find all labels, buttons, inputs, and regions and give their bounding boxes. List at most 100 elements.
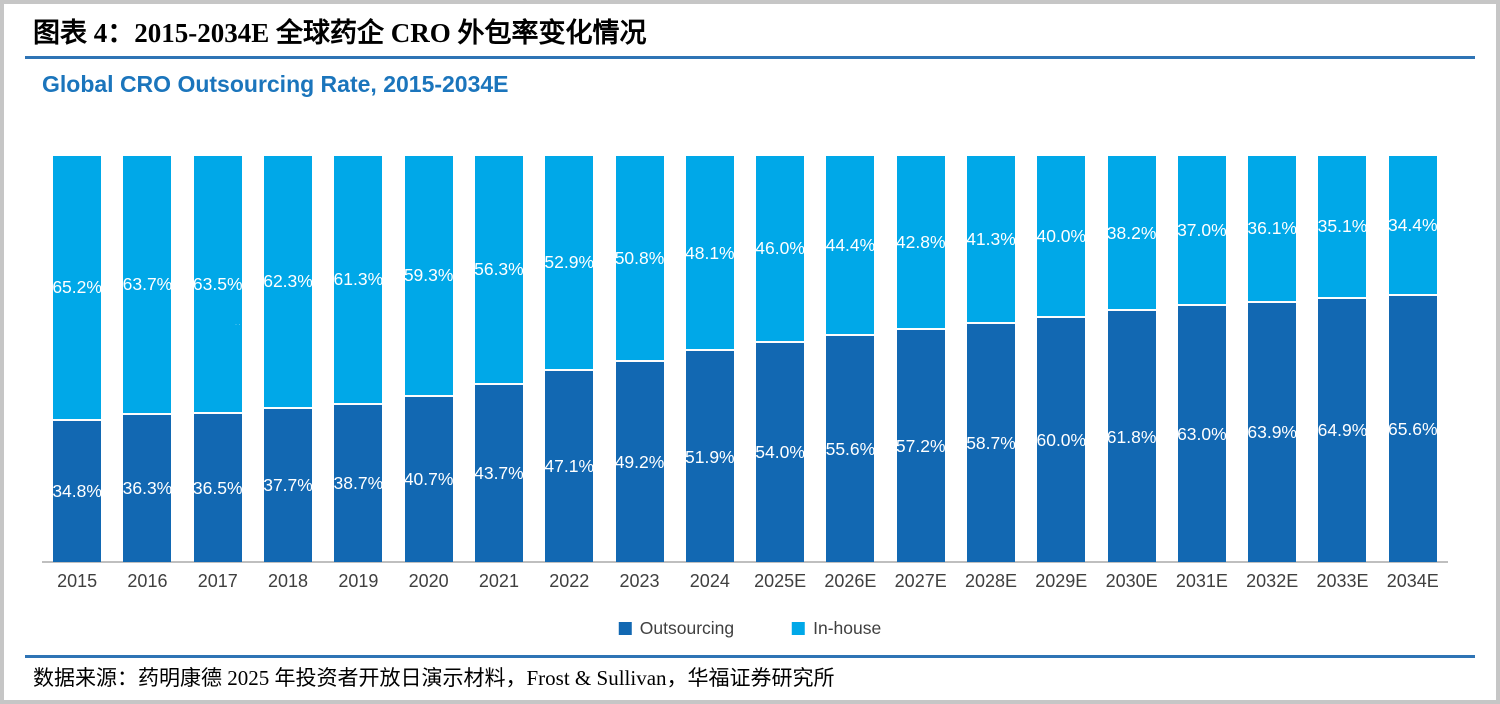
bar-slot: 37.0% 63.0% 2031E xyxy=(1167,156,1237,592)
stacked-bar: 38.2% 61.8% xyxy=(1106,156,1157,562)
legend-item-outsourcing: Outsourcing xyxy=(618,618,735,639)
watermark-artifact: ···· xyxy=(235,322,249,328)
outsourcing-value-label: 63.0% xyxy=(1177,424,1227,445)
bar-slot: 50.8% 49.2% 2023 xyxy=(604,156,674,592)
outsourcing-segment: 40.7% xyxy=(403,396,454,562)
in-house-value-label: 35.1% xyxy=(1317,216,1368,237)
in-house-segment: 46.0% xyxy=(755,156,805,343)
outsourcing-value-label: 61.8% xyxy=(1106,426,1157,447)
in-house-segment: 62.3% xyxy=(263,156,313,409)
stacked-bar: 59.3% 40.7% xyxy=(403,156,454,562)
outsourcing-value-label: 63.9% xyxy=(1247,422,1297,443)
bar-slot: 63.5% 36.5% 2017 xyxy=(183,156,253,592)
outsourcing-segment: 38.7% xyxy=(333,404,384,562)
bar-slot: 56.3% 43.7% 2021 xyxy=(464,156,534,592)
outsourcing-value-label: 37.7% xyxy=(263,475,313,496)
in-house-segment: 56.3% xyxy=(474,156,524,385)
in-house-value-label: 37.0% xyxy=(1177,220,1227,241)
x-axis-label: 2027E xyxy=(894,571,947,591)
outsourcing-value-label: 38.7% xyxy=(333,473,384,494)
chart-area: 65.2% 34.8% 2015 63.7% 36.3% 2016 63.5% 36.5% 20… xyxy=(42,156,1448,606)
outsourcing-value-label: 34.8% xyxy=(52,481,102,502)
legend-swatch-in-house-icon xyxy=(792,622,806,635)
outsourcing-value-label: 64.9% xyxy=(1317,420,1368,441)
in-house-value-label: 62.3% xyxy=(263,271,313,292)
stacked-bar: 56.3% 43.7% xyxy=(474,156,524,562)
x-axis-label: 2016 xyxy=(127,571,168,591)
legend-label-outsourcing: Outsourcing xyxy=(639,618,735,638)
in-house-segment: 37.0% xyxy=(1177,156,1227,307)
source-text: 数据来源：药明康德 2025 年投资者开放日演示材料，Frost & Sulli… xyxy=(33,666,835,690)
in-house-segment: 44.4% xyxy=(825,156,876,337)
in-house-value-label: 61.3% xyxy=(333,269,384,290)
outsourcing-segment: 54.0% xyxy=(755,342,805,562)
outsourcing-segment: 47.1% xyxy=(544,370,595,562)
outsourcing-value-label: 57.2% xyxy=(895,435,946,456)
bar-slot: 52.9% 47.1% 2022 xyxy=(534,156,604,592)
in-house-segment: 36.1% xyxy=(1247,156,1297,303)
in-house-segment: 40.0% xyxy=(1036,156,1086,319)
x-axis-label: 2023 xyxy=(619,571,660,591)
outsourcing-value-label: 36.3% xyxy=(122,478,173,499)
in-house-segment: 35.1% xyxy=(1317,156,1368,299)
outsourcing-value-label: 49.2% xyxy=(614,452,665,473)
caption-divider-rule xyxy=(25,56,1475,59)
outsourcing-value-label: 55.6% xyxy=(825,439,876,460)
in-house-segment: 61.3% xyxy=(333,156,384,405)
x-axis-label: 2025E xyxy=(754,571,807,591)
outsourcing-value-label: 60.0% xyxy=(1036,430,1087,451)
stacked-bar: 36.1% 63.9% xyxy=(1247,156,1297,562)
stacked-bar: 63.5% 36.5% xyxy=(192,156,243,562)
x-axis-label: 2030E xyxy=(1105,571,1158,591)
bar-slot: 62.3% 37.7% 2018 xyxy=(253,156,323,592)
x-axis-label: 2021 xyxy=(478,571,519,591)
stacked-bar: 48.1% 51.9% xyxy=(685,156,735,562)
in-house-value-label: 48.1% xyxy=(685,242,735,263)
bar-slot: 35.1% 64.9% 2033E xyxy=(1307,156,1377,592)
outsourcing-segment: 43.7% xyxy=(474,384,524,562)
outsourcing-value-label: 47.1% xyxy=(544,456,595,477)
legend-label-in-house: In-house xyxy=(813,618,882,638)
outsourcing-value-label: 65.6% xyxy=(1387,418,1438,439)
in-house-value-label: 44.4% xyxy=(825,235,876,256)
outsourcing-segment: 51.9% xyxy=(685,351,735,562)
in-house-value-label: 56.3% xyxy=(474,259,524,280)
outsourcing-segment: 61.8% xyxy=(1106,311,1157,562)
in-house-segment: 34.4% xyxy=(1388,156,1438,296)
x-axis-label: 2022 xyxy=(549,571,590,591)
in-house-value-label: 65.2% xyxy=(52,277,102,298)
in-house-segment: 38.2% xyxy=(1107,156,1156,312)
legend-item-in-house: In-house xyxy=(792,618,881,639)
bar-slot: 59.3% 40.7% 2020 xyxy=(393,156,463,592)
bar-slot: 36.1% 63.9% 2032E xyxy=(1237,156,1307,592)
outsourcing-value-label: 43.7% xyxy=(474,463,524,484)
stacked-bar: 61.3% 38.7% xyxy=(333,156,384,562)
bar-slot: 48.1% 51.9% 2024 xyxy=(675,156,745,592)
stacked-bar: 42.8% 57.2% xyxy=(895,156,946,562)
x-axis-label: 2015 xyxy=(57,571,98,591)
x-axis-label: 2019 xyxy=(338,571,379,591)
legend-swatch-outsourcing-icon xyxy=(618,622,632,635)
outsourcing-value-label: 40.7% xyxy=(403,469,454,490)
stacked-bar: 63.7% 36.3% xyxy=(122,156,173,562)
in-house-value-label: 52.9% xyxy=(544,252,595,273)
in-house-segment: 42.8% xyxy=(896,156,946,330)
in-house-value-label: 63.7% xyxy=(122,274,173,295)
in-house-segment: 63.7% xyxy=(122,156,173,415)
in-house-segment: 65.2% xyxy=(52,156,102,421)
stacked-bar: 46.0% 54.0% xyxy=(755,156,805,562)
x-axis-label: 2024 xyxy=(689,571,730,591)
bar-slot: 38.2% 61.8% 2030E xyxy=(1096,156,1166,592)
figure-caption: 图表 4：2015-2034E 全球药企 CRO 外包率变化情况 xyxy=(33,18,647,48)
plot-area: 65.2% 34.8% 2015 63.7% 36.3% 2016 63.5% 36.5% 20… xyxy=(42,156,1448,592)
in-house-segment: 41.3% xyxy=(966,156,1016,324)
stacked-bar: 34.4% 65.6% xyxy=(1387,156,1438,562)
outsourcing-value-label: 36.5% xyxy=(192,477,243,498)
stacked-bar: 52.9% 47.1% xyxy=(544,156,595,562)
outsourcing-segment: 34.8% xyxy=(52,420,102,562)
in-house-value-label: 36.1% xyxy=(1247,218,1297,239)
outsourcing-segment: 63.9% xyxy=(1247,302,1297,562)
stacked-bar: 62.3% 37.7% xyxy=(263,156,313,562)
stacked-bar: 44.4% 55.6% xyxy=(825,156,876,562)
